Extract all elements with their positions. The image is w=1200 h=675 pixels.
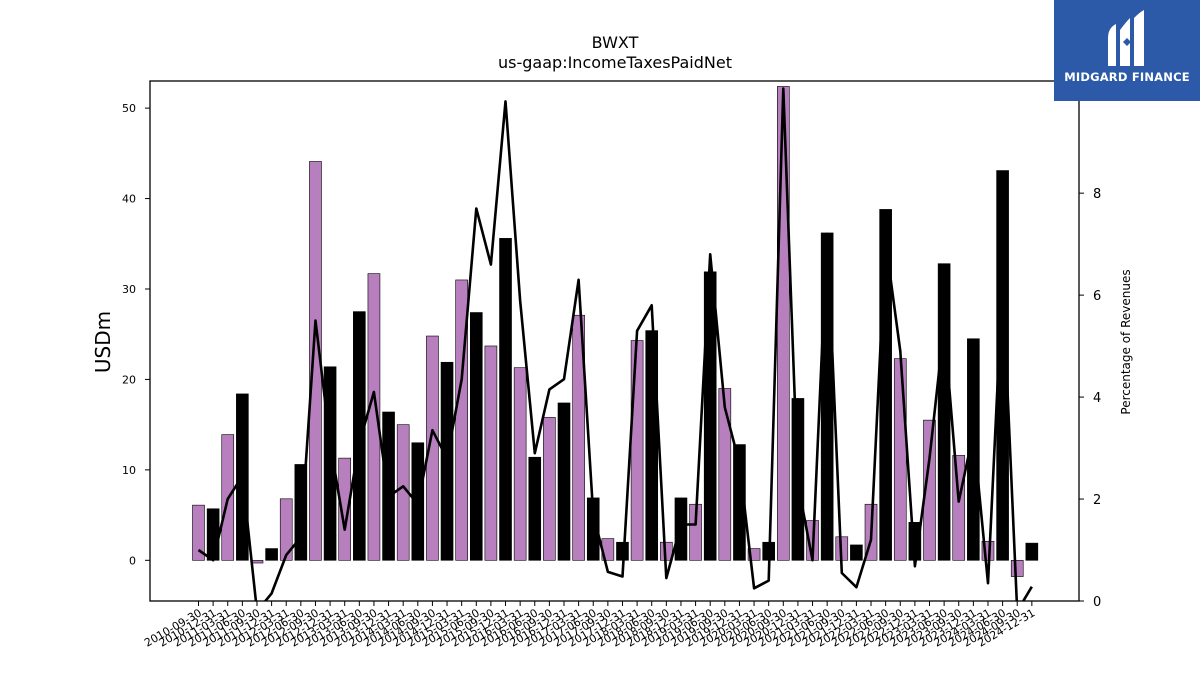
bar-2016-12-31 [557,402,571,561]
y-tick-label-20: 20 [122,373,136,386]
bar-2013-03-31 [338,457,352,561]
bar-2018-06-30 [645,330,659,561]
bar-2024-06-30 [996,170,1009,561]
bar-2016-09-30 [543,417,556,561]
y2-tick-label-4: 4 [1093,391,1101,406]
y2-tick-label-6: 6 [1093,289,1101,304]
bar-2011-12-31 [265,548,278,561]
y-tick-label-10: 10 [122,464,136,477]
bar-2020-09-30 [776,86,790,561]
bar-2024-12-31 [1025,542,1039,561]
bar-2015-12-31 [499,238,512,561]
y2-axis-label: Percentage of Revenues [1119,269,1133,414]
bar-2019-09-30 [718,388,732,561]
bar-2010-12-31 [206,508,220,561]
brand-logo: MIDGARD FINANCE [1054,0,1200,101]
chart-title: BWXT [592,33,639,52]
bar-2014-09-30 [426,335,439,561]
bar-2017-03-31 [572,314,585,561]
bar-2016-03-31 [513,367,527,561]
chart-subtitle: us-gaap:IncomeTaxesPaidNet [498,53,732,72]
y2-tick-label-2: 2 [1093,493,1101,508]
bar-2021-06-30 [820,232,834,561]
bar-2014-12-31 [440,361,454,561]
bar-2013-06-30 [353,311,366,561]
bar-2015-09-30 [484,345,498,561]
bar-2010-09-30 [192,504,205,561]
y-tick-label-50: 50 [122,102,136,115]
bar-2022-09-30 [893,358,907,561]
bar-2012-03-31 [279,498,293,561]
plot-frame [149,80,1080,602]
bar-2023-03-31 [923,419,936,561]
y-tick-label-40: 40 [122,193,136,206]
bar-2018-03-31 [630,340,644,561]
midgard-logo-icon [1108,10,1144,66]
bar-2023-09-30 [952,455,966,561]
y-tick-label-30: 30 [122,283,136,296]
bar-2015-06-30 [469,312,483,561]
y2-tick-label-0: 0 [1093,595,1101,610]
y-tick-label-0: 0 [129,554,136,567]
brand-name: MIDGARD FINANCE [1064,70,1190,84]
bar-2021-12-31 [850,544,863,561]
bar-2016-06-30 [528,456,542,561]
y-axis-label: USDm [91,311,115,373]
bar-2023-12-31 [967,338,980,561]
bar-2024-09-30 [1010,560,1024,577]
bar-2023-06-30 [937,263,951,561]
bar-2019-12-31 [733,444,746,561]
revenue-percentage-line [197,87,1033,601]
bar-2020-03-31 [747,548,761,561]
y2-tick-label-8: 8 [1093,187,1101,202]
bar-2013-12-31 [382,411,395,561]
